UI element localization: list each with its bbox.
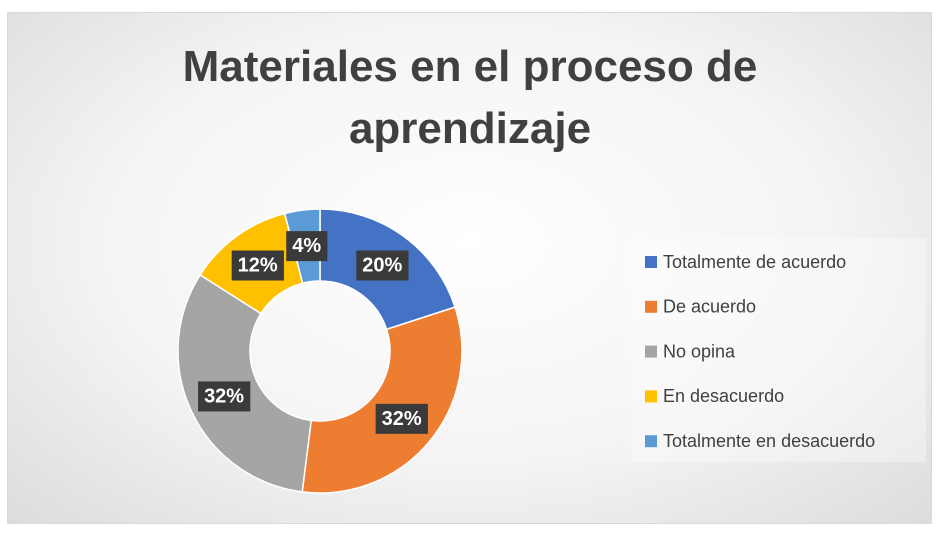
donut-segment — [301, 306, 463, 494]
data-label: 20% — [362, 255, 402, 277]
chart-title: Materiales en el proceso de aprendizaje — [182, 42, 758, 153]
data-label: 4% — [292, 235, 321, 257]
legend-label: Totalmente en desacuerdo — [663, 431, 875, 451]
data-label-box — [198, 381, 251, 412]
legend-swatch — [645, 435, 657, 448]
data-label-box — [286, 231, 328, 262]
data-label-box — [356, 250, 409, 281]
data-label-group: 12% — [231, 250, 284, 281]
data-label-group: 20% — [356, 250, 409, 281]
legend-label: Totalmente de acuerdo — [663, 252, 846, 272]
legend-label: De acuerdo — [663, 297, 756, 317]
data-label-box — [231, 250, 284, 281]
data-label-box — [375, 403, 428, 434]
legend-swatch — [645, 390, 657, 403]
data-label-group: 32% — [375, 403, 428, 434]
legend-label: En desacuerdo — [663, 386, 784, 406]
data-label: 12% — [238, 255, 278, 277]
legend-label: No opina — [663, 341, 736, 361]
data-label: 32% — [204, 385, 244, 407]
legend-swatch — [645, 300, 657, 313]
legend-swatch — [645, 256, 657, 268]
data-label-group: 32% — [198, 381, 251, 412]
legend-swatch — [645, 345, 657, 358]
data-label: 32% — [382, 408, 422, 430]
chart-area — [7, 12, 932, 524]
data-label-group: 4% — [286, 231, 328, 262]
legend-box — [631, 238, 926, 462]
